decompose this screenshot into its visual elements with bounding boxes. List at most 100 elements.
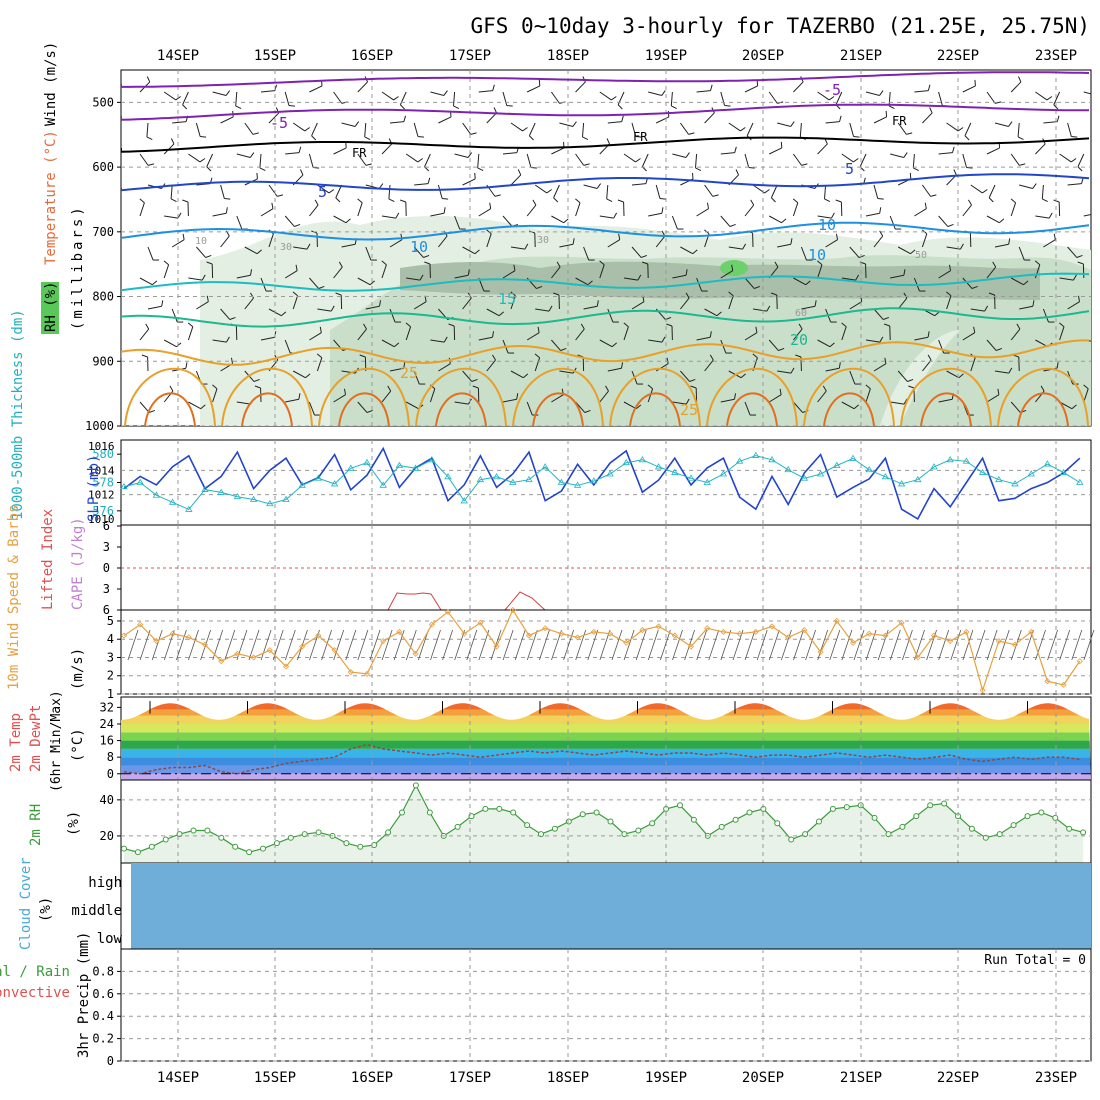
contour-label-fr-c: FR bbox=[892, 114, 907, 128]
wind10m-barb bbox=[284, 629, 296, 661]
wind-barb bbox=[1083, 214, 1091, 217]
wind-barb bbox=[206, 153, 214, 167]
rh-marker bbox=[1010, 822, 1017, 829]
contour-label-20: 20 bbox=[790, 331, 808, 349]
wind-barb-flag bbox=[623, 322, 629, 328]
axis-tick-label: 800 bbox=[92, 290, 114, 304]
wind10m-barb bbox=[442, 629, 453, 661]
wind-barb bbox=[285, 398, 300, 403]
wind-barb bbox=[429, 388, 436, 403]
wind-barb-flag bbox=[971, 285, 978, 289]
wind-barb bbox=[865, 339, 880, 343]
thickness-marker bbox=[314, 474, 323, 481]
temp-band bbox=[121, 715, 1091, 724]
wind-barb-flag bbox=[338, 261, 343, 268]
temperature-contour bbox=[121, 307, 1090, 328]
wind-barb-flag bbox=[212, 384, 218, 390]
wind-barb-flag bbox=[556, 261, 561, 268]
wind-barb bbox=[938, 215, 949, 227]
wind-barb-flag bbox=[685, 398, 690, 405]
wind-barb-flag bbox=[548, 305, 553, 312]
wind-barb bbox=[768, 147, 783, 155]
wind-barb-flag bbox=[379, 300, 382, 307]
wind-barb bbox=[413, 301, 427, 310]
wind10m-barb bbox=[768, 629, 780, 661]
wind-barb-flag bbox=[335, 197, 341, 203]
wind-barb bbox=[599, 264, 605, 279]
wind-barb-flag bbox=[364, 136, 371, 141]
wind-barb bbox=[575, 153, 585, 166]
wind10m-marker bbox=[687, 643, 695, 650]
wind-barb bbox=[389, 239, 403, 248]
wind10m-marker bbox=[363, 670, 371, 677]
wind-barb-flag bbox=[1016, 323, 1021, 330]
wind-barb bbox=[389, 121, 404, 124]
wind-barb-flag bbox=[903, 292, 908, 299]
wind10m-barb bbox=[793, 629, 804, 661]
wind-barb-flag bbox=[952, 146, 955, 153]
wind-barb bbox=[244, 297, 254, 310]
rh-marker bbox=[148, 843, 155, 850]
wind-barb bbox=[946, 370, 960, 379]
date-label-top: 16SEP bbox=[351, 48, 393, 64]
contour-label-10-b: 10 bbox=[818, 216, 836, 234]
wind-barb-flag bbox=[666, 357, 669, 364]
wind-barb bbox=[526, 204, 537, 217]
wind-barb-flag bbox=[637, 274, 642, 281]
wind10m-barb bbox=[635, 629, 647, 661]
wind10m-barb bbox=[176, 629, 187, 661]
wind-barb-flag bbox=[206, 295, 209, 302]
wind-barb bbox=[365, 246, 372, 261]
wind-barb-flag bbox=[774, 261, 779, 268]
wind-barb-flag bbox=[587, 280, 593, 286]
rh-marker bbox=[524, 822, 531, 829]
wind-barb-flag bbox=[200, 404, 206, 410]
wind-barb-flag bbox=[510, 291, 516, 297]
wind-barb bbox=[292, 122, 306, 132]
wind-barb-flag bbox=[946, 291, 952, 297]
wind-barb-flag bbox=[839, 115, 842, 122]
wind-barb bbox=[139, 153, 149, 166]
wind-barb-flag bbox=[580, 323, 585, 330]
wind-barb-flag bbox=[423, 254, 430, 258]
cape-axis: 6 3 0 3 6 bbox=[103, 519, 121, 617]
wind-barb-flag bbox=[200, 135, 207, 138]
wind-barb bbox=[841, 277, 856, 281]
wind-barb bbox=[921, 184, 931, 197]
wind-barb-flag bbox=[516, 393, 519, 400]
wind-barb bbox=[284, 91, 290, 106]
wind-barb-flag bbox=[883, 316, 890, 320]
wind-barb-flag bbox=[1008, 367, 1013, 374]
date-label-top: 18SEP bbox=[547, 48, 589, 64]
date-label-bottom: 19SEP bbox=[645, 1070, 687, 1086]
wind-barb bbox=[986, 394, 1000, 403]
wind10m-barb bbox=[998, 629, 1010, 661]
wind-barb-flag bbox=[250, 269, 253, 276]
wind10m-marker bbox=[542, 625, 549, 632]
wind-barb-flag bbox=[280, 311, 287, 317]
wind-barb-flag bbox=[524, 243, 529, 250]
rh-marker bbox=[385, 829, 392, 836]
wind-barb bbox=[655, 184, 661, 199]
wind-barb-flag bbox=[139, 198, 145, 204]
cloud-panel: high middle low Cloud Cover (%) bbox=[18, 857, 1092, 950]
wind-barb-flag bbox=[467, 152, 473, 158]
wind-barb-flag bbox=[690, 385, 697, 389]
dewpt-label: 2m DewPt bbox=[28, 705, 44, 772]
wind10m-barb bbox=[647, 629, 659, 661]
wind-barb bbox=[873, 116, 887, 124]
wind10m-marker bbox=[137, 621, 144, 628]
temperature-label: Temperature (°C) bbox=[43, 130, 59, 265]
rh-marker bbox=[1080, 829, 1087, 836]
li-tick-label: 0 bbox=[103, 561, 110, 575]
temp-band bbox=[121, 773, 1091, 780]
wind-barb bbox=[1092, 236, 1100, 247]
wind-barb bbox=[607, 308, 614, 323]
wind-barb bbox=[938, 152, 953, 155]
wind-barb-flag bbox=[295, 264, 298, 271]
rh-marker bbox=[941, 800, 948, 807]
wind-barb-flag bbox=[841, 322, 847, 328]
wind-barb bbox=[1077, 153, 1085, 167]
wind-barb-flag bbox=[393, 96, 399, 101]
